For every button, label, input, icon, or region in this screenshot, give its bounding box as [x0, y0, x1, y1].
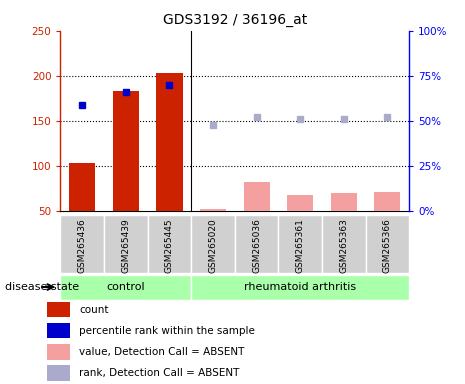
Bar — [322, 215, 365, 273]
Title: GDS3192 / 36196_at: GDS3192 / 36196_at — [163, 13, 307, 27]
Bar — [156, 73, 182, 211]
Text: GSM265445: GSM265445 — [165, 218, 174, 273]
Text: value, Detection Call = ABSENT: value, Detection Call = ABSENT — [79, 347, 245, 357]
Bar — [104, 215, 147, 273]
Bar — [287, 195, 313, 211]
Text: rank, Detection Call = ABSENT: rank, Detection Call = ABSENT — [79, 368, 239, 378]
Text: disease state: disease state — [5, 282, 79, 292]
Bar — [46, 344, 70, 359]
Text: GSM265361: GSM265361 — [296, 218, 305, 273]
Bar — [113, 91, 139, 211]
Bar — [191, 215, 235, 273]
Text: GSM265439: GSM265439 — [121, 218, 130, 273]
Bar — [279, 215, 322, 273]
Text: control: control — [106, 282, 145, 292]
Bar — [365, 215, 409, 273]
Text: GSM265036: GSM265036 — [252, 218, 261, 273]
Text: GSM265366: GSM265366 — [383, 218, 392, 273]
Text: percentile rank within the sample: percentile rank within the sample — [79, 326, 255, 336]
Bar — [46, 302, 70, 317]
Text: GSM265020: GSM265020 — [208, 218, 218, 273]
Bar — [374, 192, 400, 211]
Text: count: count — [79, 305, 108, 314]
Bar — [244, 182, 270, 211]
Text: GSM265363: GSM265363 — [339, 218, 348, 273]
Bar — [191, 275, 409, 300]
Bar — [69, 163, 95, 211]
Bar — [331, 193, 357, 211]
Bar — [60, 215, 104, 273]
Bar — [46, 323, 70, 338]
Bar — [200, 209, 226, 211]
Text: GSM265436: GSM265436 — [78, 218, 87, 273]
Bar — [235, 215, 279, 273]
Bar — [46, 366, 70, 381]
Bar — [60, 275, 191, 300]
Text: rheumatoid arthritis: rheumatoid arthritis — [244, 282, 356, 292]
Bar — [148, 215, 191, 273]
